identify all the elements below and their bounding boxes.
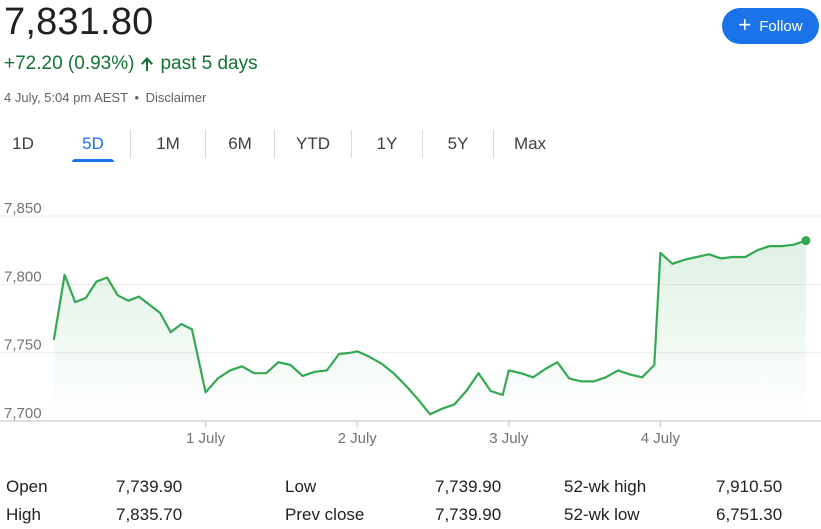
x-tick-label: 4 July (641, 430, 681, 447)
stat-low-value: 7,739.90 (435, 477, 502, 496)
y-tick-label: 7,850 (4, 200, 42, 217)
stat-52wk-low-label: 52-wk low (564, 505, 640, 524)
tab-5y[interactable]: 5Y (423, 126, 493, 162)
tab-label: YTD (296, 134, 330, 153)
current-price: 7,831.80 (4, 1, 154, 43)
stat-prev-close-label: Prev close (285, 505, 365, 524)
stat-52wk-low-value: 6,751.30 (716, 505, 783, 524)
stat-low-label: Low (285, 477, 317, 496)
tab-divider (422, 130, 423, 158)
plus-icon: + (738, 12, 752, 37)
y-tick-label: 7,750 (4, 337, 42, 354)
quote-meta: 4 July, 5:04 pm AEST • Disclaimer (4, 90, 206, 106)
stat-52wk-high-label: 52-wk high (564, 477, 647, 496)
series-line (52, 239, 807, 416)
tab-6m[interactable]: 6M (206, 126, 274, 162)
price-change-row: +72.20 (0.93%) past 5 days (4, 52, 258, 76)
price-change: +72.20 (0.93%) (4, 53, 135, 74)
tab-label: 5Y (447, 134, 469, 153)
price-chart-svg[interactable]: 7,850 7,800 7,750 7,700 1 July 2 July 3 July 4 … (0, 196, 821, 450)
last-point-marker (801, 236, 811, 246)
meta-separator: • (134, 90, 139, 105)
tab-label: 1Y (376, 134, 398, 153)
y-tick-label: 7,700 (4, 405, 42, 422)
stat-open-label: Open (6, 477, 48, 496)
tab-label: 6M (228, 134, 252, 153)
tab-1m[interactable]: 1M (131, 126, 205, 162)
x-tick-label: 2 July (338, 430, 378, 447)
tab-divider (493, 130, 494, 158)
tab-1d[interactable]: 1D (0, 126, 46, 162)
tab-divider (130, 130, 131, 158)
follow-button[interactable]: + Follow (722, 8, 819, 44)
series-area (54, 240, 806, 421)
tab-1y[interactable]: 1Y (352, 126, 422, 162)
tab-label: 1M (156, 134, 180, 153)
price-chart[interactable]: 7,850 7,800 7,750 7,700 1 July 2 July 3 July 4 … (0, 196, 821, 450)
stat-open-value: 7,739.90 (116, 477, 183, 496)
tab-ytd[interactable]: YTD (275, 126, 351, 162)
arrow-up-icon (140, 55, 154, 73)
tab-divider (205, 130, 206, 158)
y-tick-label: 7,800 (4, 268, 42, 285)
tab-label: Max (513, 134, 547, 153)
tab-divider (351, 130, 352, 158)
quote-timestamp: 4 July, 5:04 pm AEST (4, 90, 128, 105)
stat-high-label: High (6, 505, 41, 524)
x-tick-label: 1 July (186, 430, 226, 447)
change-period: past 5 days (160, 53, 258, 74)
range-tabs: 1D 5D 1M 6M YTD 1Y 5Y Max (0, 126, 566, 162)
x-tick-label: 3 July (489, 430, 529, 447)
tab-divider (274, 130, 275, 158)
stat-prev-close-value: 7,739.90 (435, 505, 502, 524)
tab-max[interactable]: Max (494, 126, 566, 162)
tab-label: 5D (82, 134, 104, 153)
stat-52wk-high-value: 7,910.50 (716, 477, 783, 496)
follow-button-label: Follow (759, 17, 803, 35)
disclaimer-link[interactable]: Disclaimer (145, 90, 207, 105)
tab-label: 1D (12, 134, 34, 153)
stat-high-value: 7,835.70 (116, 505, 183, 524)
tab-5d[interactable]: 5D (72, 126, 114, 162)
